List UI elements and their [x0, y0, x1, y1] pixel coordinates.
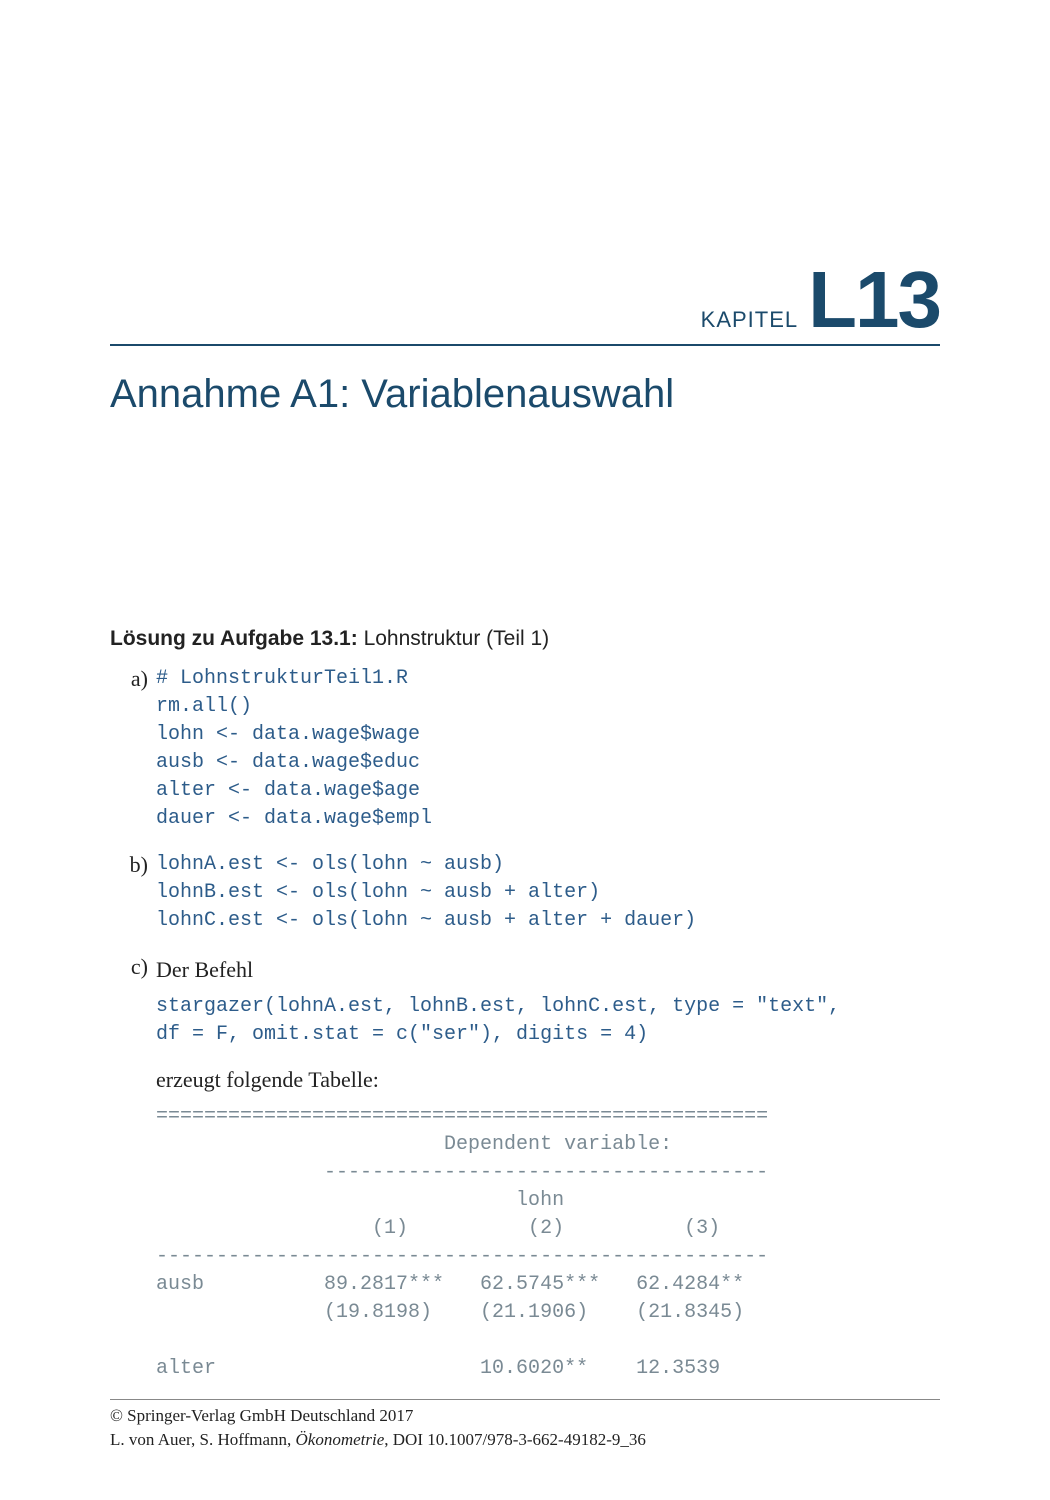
footer-authors: L. von Auer, S. Hoffmann,: [110, 1430, 296, 1449]
page-footer: © Springer-Verlag GmbH Deutschland 2017 …: [110, 1399, 940, 1452]
item-c-intro: Der Befehl: [156, 955, 940, 985]
section-prefix: Lösung zu Aufgabe 13.1:: [110, 627, 358, 650]
stargazer-output: ========================================…: [156, 1103, 940, 1383]
citation-line: L. von Auer, S. Hoffmann, Ökonometrie, D…: [110, 1428, 940, 1452]
copyright-line: © Springer-Verlag GmbH Deutschland 2017: [110, 1404, 940, 1428]
footer-tail: , DOI 10.1007/978-3-662-49182-9_36: [384, 1430, 646, 1449]
list-item: a) # LohnstrukturTeil1.R rm.all() lohn <…: [110, 665, 940, 833]
item-label-a: a): [110, 665, 156, 693]
section-title: Lösung zu Aufgabe 13.1: Lohnstruktur (Te…: [110, 627, 940, 651]
page: KAPITEL L13 Annahme A1: Variablenauswahl…: [0, 0, 1050, 1500]
chapter-label: KAPITEL: [701, 307, 798, 332]
chapter-title: Annahme A1: Variablenauswahl: [110, 372, 940, 417]
item-label-b: b): [110, 851, 156, 879]
section-name: Lohnstruktur (Teil 1): [364, 627, 550, 650]
chapter-header: KAPITEL L13: [110, 260, 940, 346]
code-block-c: stargazer(lohnA.est, lohnB.est, lohnC.es…: [156, 993, 940, 1049]
item-label-c: c): [110, 953, 156, 981]
code-block-a: # LohnstrukturTeil1.R rm.all() lohn <- d…: [156, 665, 940, 833]
list-item: c) Der Befehl stargazer(lohnA.est, lohnB…: [110, 953, 940, 1383]
footer-title: Ökonometrie: [296, 1430, 385, 1449]
chapter-number: L13: [808, 255, 940, 344]
code-block-b: lohnA.est <- ols(lohn ~ ausb) lohnB.est …: [156, 851, 940, 935]
item-c-outro: erzeugt folgende Tabelle:: [156, 1065, 940, 1095]
list-item: b) lohnA.est <- ols(lohn ~ ausb) lohnB.e…: [110, 851, 940, 935]
